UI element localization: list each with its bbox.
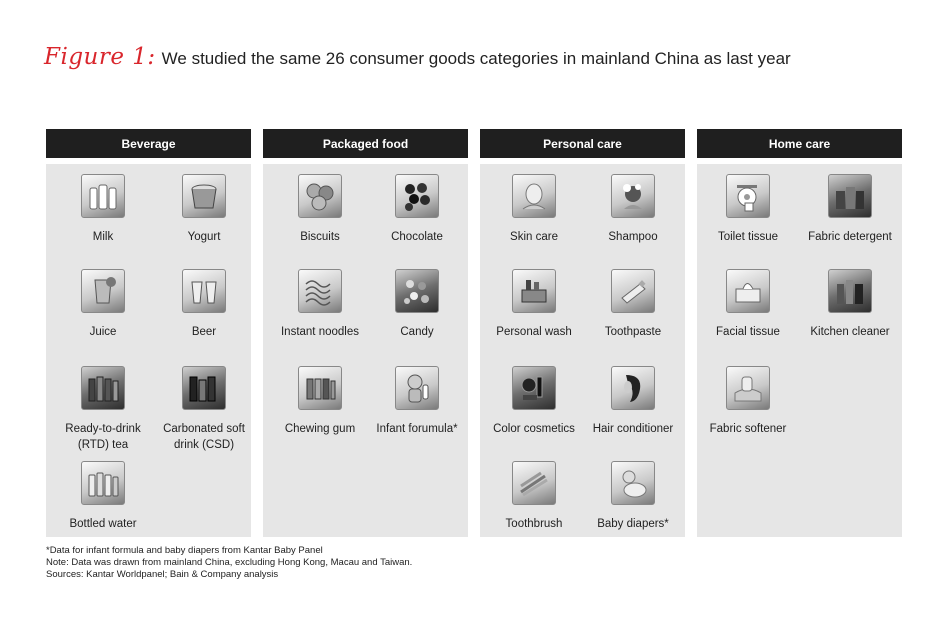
category-item-toothpaste: Toothpaste [583,269,683,340]
category-item-bottled-water: Bottled water [53,461,153,532]
category-label: Toothpaste [604,326,662,338]
category-label: Juice [89,326,117,338]
toothbrush-icon [512,461,556,505]
category-item-instant-noodles: Instant noodles [270,269,370,340]
chewing-gum-icon [298,366,342,410]
toothpaste-icon [611,269,655,313]
category-label: Beer [191,326,217,338]
category-label: Skin care [510,231,558,243]
footnote-note: Note: Data was drawn from mainland China… [46,557,413,568]
skin-care-icon [512,174,556,218]
soda-bottles-icon [182,366,226,410]
category-label: Fabric softener [709,423,787,435]
category-column-beverage: Beverage Milk Yogurt Juice Beer [46,129,251,537]
category-label: Carbonated soft drink (CSD) [163,423,245,451]
kitchen-cleaner-icon [828,269,872,313]
category-item-toothbrush: Toothbrush [484,461,584,532]
category-label: Color cosmetics [493,423,575,435]
juice-glass-icon [81,269,125,313]
category-item-personal-wash: Personal wash [484,269,584,340]
chocolate-icon [395,174,439,218]
category-item-juice: Juice [53,269,153,340]
figure-title-text: We studied the same 26 consumer goods ca… [161,49,791,68]
column-header: Packaged food [263,129,468,158]
category-item-skin-care: Skin care [484,174,584,245]
water-bottles-icon [81,461,125,505]
category-item-toilet-tissue: Toilet tissue [698,174,798,245]
category-label: Baby diapers* [597,518,669,530]
category-label: Shampoo [608,231,658,243]
fabric-softener-icon [726,366,770,410]
column-body: Skin care Shampoo Personal wash Toothpas… [480,164,685,537]
category-item-yogurt: Yogurt [154,174,254,245]
category-item-rtd-tea: Ready-to-drink (RTD) tea [53,366,153,453]
category-item-kitchen-cleaner: Kitchen cleaner [800,269,900,340]
category-item-shampoo: Shampoo [583,174,683,245]
category-item-milk: Milk [53,174,153,245]
yogurt-cup-icon [182,174,226,218]
column-body: Biscuits Chocolate Instant noodles Candy… [263,164,468,537]
column-header: Beverage [46,129,251,158]
figure-label: Figure 1: [44,44,156,70]
category-item-color-cosmetics: Color cosmetics [484,366,584,437]
candy-icon [395,269,439,313]
toilet-tissue-icon [726,174,770,218]
category-item-baby-diapers: Baby diapers* [583,461,683,532]
category-item-hair-conditioner: Hair conditioner [583,366,683,437]
category-item-biscuits: Biscuits [270,174,370,245]
noodles-icon [298,269,342,313]
category-item-beer: Beer [154,269,254,340]
shampoo-icon [611,174,655,218]
personal-wash-icon [512,269,556,313]
tea-bottles-icon [81,366,125,410]
category-label: Kitchen cleaner [810,326,890,338]
category-label: Candy [400,326,434,338]
category-label: Hair conditioner [592,423,674,435]
category-label: Instant noodles [280,326,359,338]
category-label: Chewing gum [284,423,356,435]
category-column-home-care: Home care Toilet tissue Fabric detergent… [697,129,902,537]
category-item-infant-formula: Infant forumula* [367,366,467,437]
category-label: Toilet tissue [717,231,779,243]
column-body: Toilet tissue Fabric detergent Facial ti… [697,164,902,537]
category-label: Facial tissue [716,326,780,338]
category-item-facial-tissue: Facial tissue [698,269,798,340]
column-body: Milk Yogurt Juice Beer Ready-to-drink (R… [46,164,251,537]
category-label: Ready-to-drink (RTD) tea [65,423,141,451]
column-header: Personal care [480,129,685,158]
category-label: Infant forumula* [376,423,458,435]
category-item-chocolate: Chocolate [367,174,467,245]
milk-bottles-icon [81,174,125,218]
cosmetics-icon [512,366,556,410]
category-item-fabric-softener: Fabric softener [698,366,798,437]
category-label: Biscuits [300,231,340,243]
category-label: Yogurt [187,231,221,243]
figure-title: Figure 1: We studied the same 26 consume… [44,44,791,74]
category-column-personal-care: Personal care Skin care Shampoo Personal… [480,129,685,537]
footnotes: *Data for infant formula and baby diaper… [46,545,412,581]
category-item-fabric-detergent: Fabric detergent [800,174,900,245]
category-item-csd: Carbonated soft drink (CSD) [154,366,254,453]
footnote-sources: Sources: Kantar Worldpanel; Bain & Compa… [46,569,279,580]
category-label: Fabric detergent [808,231,892,243]
category-item-candy: Candy [367,269,467,340]
facial-tissue-icon [726,269,770,313]
detergent-icon [828,174,872,218]
category-label: Personal wash [496,326,572,338]
baby-icon [611,461,655,505]
beer-glasses-icon [182,269,226,313]
hair-icon [611,366,655,410]
category-item-chewing-gum: Chewing gum [270,366,370,437]
column-header: Home care [697,129,902,158]
biscuits-icon [298,174,342,218]
baby-bottle-icon [395,366,439,410]
category-label: Bottled water [69,518,137,530]
category-label: Toothbrush [505,518,563,530]
category-label: Milk [92,231,114,243]
footnote-asterisk: *Data for infant formula and baby diaper… [46,545,323,556]
category-label: Chocolate [391,231,443,243]
category-column-packaged-food: Packaged food Biscuits Chocolate Instant… [263,129,468,537]
